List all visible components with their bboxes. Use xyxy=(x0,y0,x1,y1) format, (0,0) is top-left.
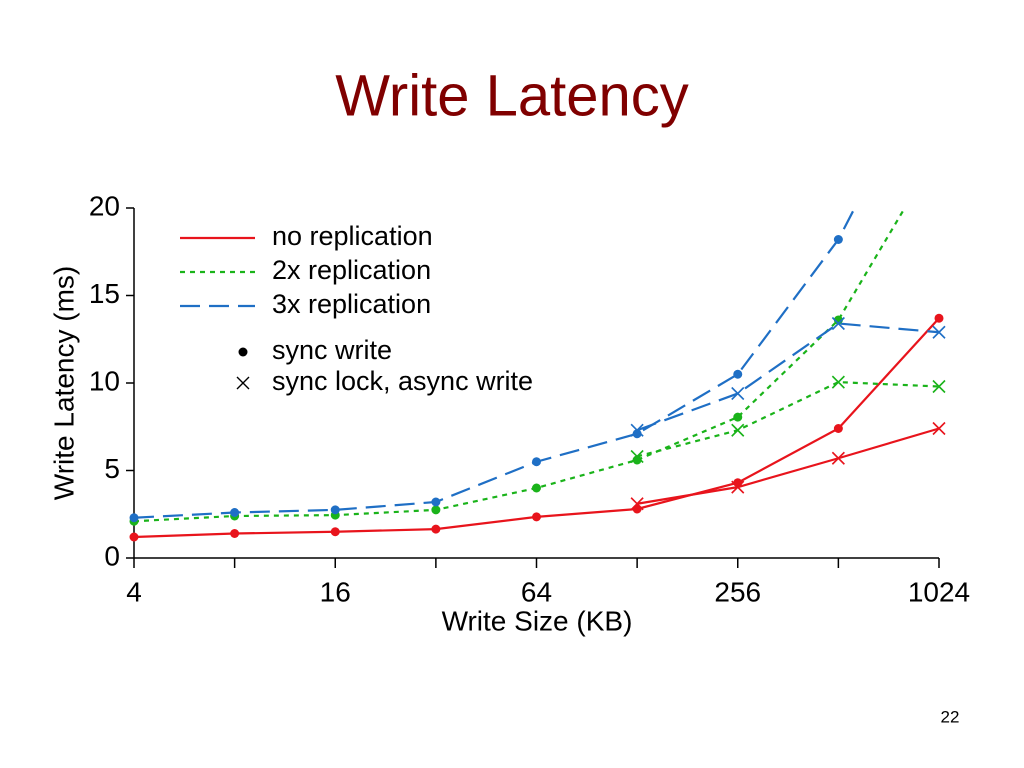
point-sync xyxy=(129,532,139,542)
point-async xyxy=(831,451,845,465)
point-async xyxy=(831,316,845,331)
page-number: 22 xyxy=(941,707,960,726)
point-async xyxy=(630,449,644,464)
point-sync xyxy=(431,524,441,534)
legend-label: 3x replication xyxy=(272,289,431,319)
plot-area xyxy=(129,41,946,542)
x-tick-label: 1024 xyxy=(908,576,970,607)
point-sync xyxy=(330,505,340,515)
point-sync xyxy=(431,505,441,515)
slide-title: Write Latency xyxy=(335,63,689,128)
series-line xyxy=(636,427,940,505)
legend-marker xyxy=(238,347,248,357)
y-tick-label: 10 xyxy=(89,365,120,396)
point-async xyxy=(731,480,745,494)
y-tick-label: 20 xyxy=(89,190,120,221)
point-async xyxy=(932,421,946,436)
point-sync xyxy=(330,527,340,537)
legend-marker xyxy=(236,376,250,390)
y-tick-label: 5 xyxy=(104,453,120,484)
point-sync xyxy=(230,508,240,517)
y-tick-label: 15 xyxy=(89,278,120,309)
series-line xyxy=(636,322,940,432)
point-sync xyxy=(733,412,743,422)
point-async xyxy=(731,423,745,437)
x-tick-label: 64 xyxy=(521,576,552,607)
point-sync xyxy=(934,313,944,323)
point-async xyxy=(932,325,946,339)
series-line xyxy=(133,208,907,523)
point-async xyxy=(630,423,644,437)
point-async xyxy=(731,386,745,401)
series-line xyxy=(133,317,940,539)
point-sync xyxy=(129,513,139,523)
legend-label: sync write xyxy=(272,335,392,365)
point-sync xyxy=(532,483,541,493)
x-tick-label: 16 xyxy=(320,576,351,607)
point-async xyxy=(831,375,845,389)
point-sync xyxy=(431,497,441,507)
y-axis-label: Write Latency (ms) xyxy=(48,266,79,500)
point-sync xyxy=(833,424,843,433)
point-async xyxy=(932,379,946,394)
point-sync xyxy=(230,529,240,538)
legend-label: sync lock, async write xyxy=(272,366,533,396)
x-tick-label: 4 xyxy=(126,576,142,607)
point-async xyxy=(630,497,644,511)
point-sync xyxy=(532,457,541,467)
point-sync xyxy=(935,146,944,155)
legend-label: no replication xyxy=(272,221,433,251)
x-tick-label: 256 xyxy=(714,576,761,607)
x-axis-label: Write Size (KB) xyxy=(442,605,633,636)
point-sync xyxy=(833,235,843,244)
series-line xyxy=(636,381,940,458)
point-sync xyxy=(532,512,541,522)
point-sync xyxy=(935,41,944,50)
legend-label: 2x replication xyxy=(272,255,431,285)
y-tick-label: 0 xyxy=(104,540,120,571)
point-sync xyxy=(733,369,743,379)
